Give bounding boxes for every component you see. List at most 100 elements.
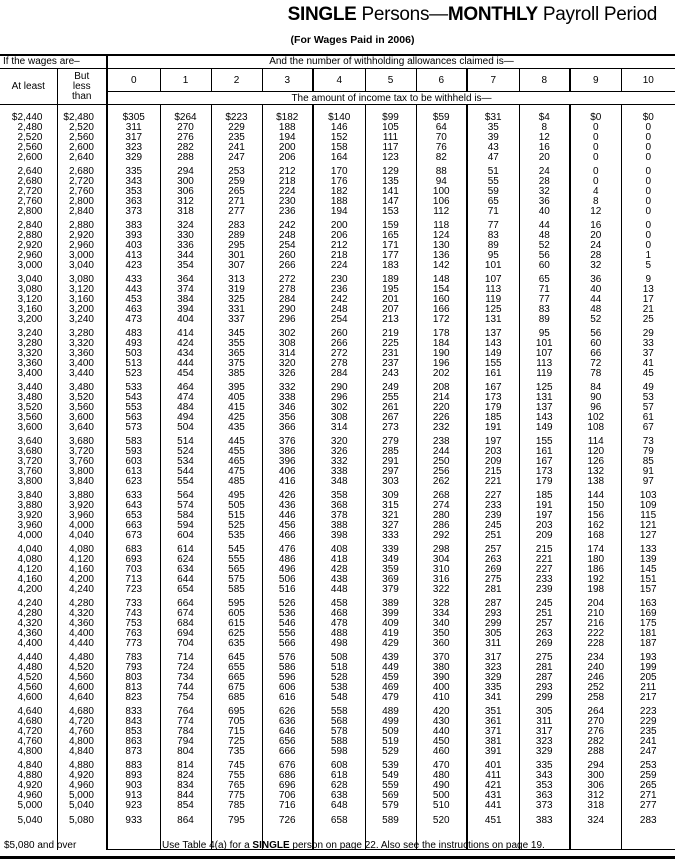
tax-allowance-6: 500 bbox=[415, 791, 467, 801]
wage-but-less-than: 4,960 bbox=[56, 781, 107, 791]
tax-allowance-2: 445 bbox=[210, 433, 262, 447]
tax-allowance-4: 254 bbox=[312, 315, 365, 325]
empty-cell bbox=[466, 827, 519, 850]
tax-allowance-8: 173 bbox=[518, 467, 570, 477]
wage-at-least: 3,160 bbox=[17, 304, 43, 315]
tax-allowance-5: 183 bbox=[364, 261, 416, 271]
tax-allowance-7: 149 bbox=[466, 349, 519, 359]
tax-allowance-4: 528 bbox=[312, 673, 365, 683]
allowance-column-3: 3 bbox=[261, 68, 313, 92]
wage-but-less-than: 2,920 bbox=[56, 231, 107, 241]
tax-allowance-2: 785 bbox=[210, 801, 262, 811]
tax-allowance-1: 734 bbox=[159, 673, 211, 683]
tax-allowance-9: 0 bbox=[569, 153, 621, 163]
tax-allowance-10: 277 bbox=[620, 801, 675, 811]
tax-allowance-6: 440 bbox=[415, 727, 467, 737]
tax-allowance-5: 147 bbox=[364, 197, 416, 207]
tax-allowance-1: 336 bbox=[159, 241, 211, 251]
wage-but-less-than: 4,040 bbox=[56, 531, 107, 541]
tax-allowance-7: 317 bbox=[466, 649, 519, 663]
tax-allowance-10: 109 bbox=[620, 501, 675, 511]
tax-allowance-4: 658 bbox=[312, 811, 365, 827]
wage-at-least: 3,080 bbox=[17, 284, 43, 295]
tax-allowance-10: 271 bbox=[620, 791, 675, 801]
wage-at-least: 2,840 bbox=[17, 220, 43, 231]
wage-at-least: 3,200 bbox=[17, 314, 43, 325]
tax-allowance-8: 335 bbox=[518, 757, 570, 771]
tax-allowance-2: 545 bbox=[210, 541, 262, 555]
wage-but-less-than: 4,280 bbox=[56, 595, 107, 609]
tax-allowance-6: 172 bbox=[415, 315, 467, 325]
tax-allowance-10: 17 bbox=[620, 295, 675, 305]
tax-allowance-7: 71 bbox=[466, 207, 519, 217]
tax-allowance-7: 311 bbox=[466, 639, 519, 649]
tax-allowance-9: 222 bbox=[569, 629, 621, 639]
tax-allowance-5: 237 bbox=[364, 359, 416, 369]
tax-allowance-4: 618 bbox=[312, 771, 365, 781]
tax-allowance-8: 149 bbox=[518, 423, 570, 433]
tax-allowance-3: 366 bbox=[261, 423, 313, 433]
table-row: 4,360 4,400 763 694 625 556 488 419 350 305 263 222… bbox=[0, 629, 675, 639]
tax-allowance-5: 291 bbox=[364, 457, 416, 467]
tax-allowance-8: 161 bbox=[518, 447, 570, 457]
footer-instruction: Use Table 4(a) for a SINGLE person on pa… bbox=[162, 840, 545, 851]
tax-allowance-4: 478 bbox=[312, 619, 365, 629]
table-row: 4,760 4,800 863 794 725 656 588 519 450 381 323 282… bbox=[0, 737, 675, 747]
tax-allowance-0: 853 bbox=[106, 727, 160, 737]
tax-allowance-1: 294 bbox=[159, 163, 211, 177]
tax-allowance-6: 400 bbox=[415, 683, 467, 693]
tax-allowance-5: 399 bbox=[364, 609, 416, 619]
empty-cell bbox=[364, 827, 416, 850]
tax-allowance-4: 326 bbox=[312, 447, 365, 457]
tax-allowance-3: 536 bbox=[261, 609, 313, 619]
tax-allowance-9: 288 bbox=[569, 747, 621, 757]
tax-allowance-6: 304 bbox=[415, 555, 467, 565]
wage-at-least: 4,400 bbox=[17, 638, 43, 649]
tax-allowance-6: 64 bbox=[415, 123, 467, 133]
wage-but-less-than: 2,680 bbox=[56, 163, 107, 177]
tax-allowance-3: 456 bbox=[261, 521, 313, 531]
tax-allowance-2: 289 bbox=[210, 231, 262, 241]
tax-allowance-5: 389 bbox=[364, 595, 416, 609]
allowances-header: And the number of withholding allowances… bbox=[106, 55, 675, 69]
tax-allowance-7: 83 bbox=[466, 231, 519, 241]
tax-allowance-1: 784 bbox=[159, 727, 211, 737]
tax-allowance-2: 775 bbox=[210, 791, 262, 801]
tax-allowance-1: 414 bbox=[159, 325, 211, 339]
tax-allowance-8: 197 bbox=[518, 511, 570, 521]
allowance-column-2: 2 bbox=[210, 68, 262, 92]
wage-but-less-than: 2,560 bbox=[56, 133, 107, 143]
tax-allowance-9: 24 bbox=[569, 241, 621, 251]
tax-allowance-6: 238 bbox=[415, 433, 467, 447]
tax-allowance-3: 686 bbox=[261, 771, 313, 781]
tax-allowance-8: 215 bbox=[518, 541, 570, 555]
tax-allowance-10: 57 bbox=[620, 403, 675, 413]
tax-allowance-5: $99 bbox=[364, 104, 416, 123]
tax-allowance-10: 0 bbox=[620, 153, 675, 163]
tax-allowance-1: 288 bbox=[159, 153, 211, 163]
tax-allowance-1: 854 bbox=[159, 801, 211, 811]
tax-allowance-4: 488 bbox=[312, 629, 365, 639]
tax-allowance-0: 693 bbox=[106, 555, 160, 565]
table-row: 3,640 3,680 583 514 445 376 320 279 238 197 155 114… bbox=[0, 433, 675, 447]
tax-allowance-10: 0 bbox=[620, 143, 675, 153]
tax-allowance-0: 343 bbox=[106, 177, 160, 187]
wage-but-less-than: 3,040 bbox=[56, 261, 107, 271]
tax-allowance-8: 71 bbox=[518, 285, 570, 295]
tax-allowance-1: 484 bbox=[159, 403, 211, 413]
wage-but-less-than: 4,000 bbox=[56, 521, 107, 531]
tax-allowance-8: 48 bbox=[518, 231, 570, 241]
tax-allowance-2: 435 bbox=[210, 423, 262, 433]
tax-allowance-4: 538 bbox=[312, 683, 365, 693]
tax-allowance-9: 126 bbox=[569, 457, 621, 467]
tax-allowance-0: 543 bbox=[106, 393, 160, 403]
tax-allowance-0: 803 bbox=[106, 673, 160, 683]
empty-cell bbox=[415, 827, 467, 850]
tax-allowance-9: 96 bbox=[569, 403, 621, 413]
tax-allowance-8: 329 bbox=[518, 747, 570, 757]
tax-allowance-4: $140 bbox=[312, 104, 365, 123]
table-row: 4,200 4,240 723 654 585 516 448 379 322 281 239 198… bbox=[0, 585, 675, 595]
tax-allowance-7: 143 bbox=[466, 339, 519, 349]
tax-allowance-6: $59 bbox=[415, 104, 467, 123]
tax-allowance-9: 138 bbox=[569, 477, 621, 487]
